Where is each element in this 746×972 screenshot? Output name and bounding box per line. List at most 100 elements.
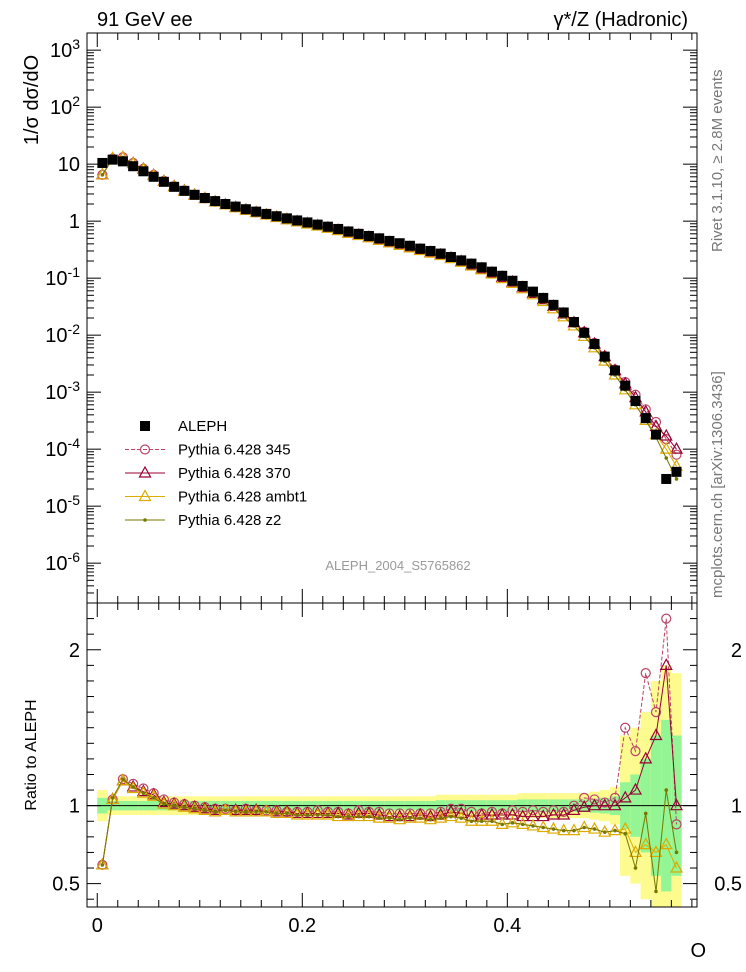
ratio-point (311, 807, 325, 820)
ratio-point (551, 827, 556, 831)
ratio-point (516, 817, 530, 829)
ratio-point (567, 803, 581, 815)
main-point (674, 477, 679, 481)
ratio-point (475, 807, 489, 820)
aleph-data-point (302, 217, 313, 228)
aleph-data-point (404, 240, 415, 251)
aleph-data-point (169, 181, 180, 192)
legend-marker (140, 421, 150, 431)
aleph-data-point (497, 270, 508, 281)
ratio-point (213, 810, 217, 814)
ratio-point (628, 782, 643, 795)
ratio-y-tick-label-right: 0.5 (714, 874, 742, 896)
aleph-data-point (630, 395, 641, 406)
ratio-point (203, 808, 207, 813)
ratio-point (520, 822, 525, 827)
aleph-data-point (179, 185, 190, 196)
legend-entry-1: Pythia 6.428 345 (125, 442, 291, 459)
legend-marker (138, 465, 152, 478)
ratio-point (249, 803, 263, 815)
ratio-point (356, 814, 361, 819)
aleph-data-point (558, 307, 569, 318)
ratio-point (408, 816, 412, 820)
ratio-point (106, 792, 120, 805)
ratio-point (608, 823, 622, 836)
main-y-tick-label: 10-2 (45, 321, 80, 347)
ratio-point (659, 837, 673, 850)
legend-entry-2: Pythia 6.428 370 (125, 465, 291, 482)
ratio-point (418, 816, 422, 820)
aleph-data-point (661, 473, 672, 484)
ratio-point (403, 810, 417, 823)
legend: ALEPH Pythia 6.428 345 Pythia 6.428 370 Pyt… (125, 418, 307, 529)
ratio-plot-frame (86, 602, 698, 908)
ratio-point (618, 790, 632, 803)
ratio-point (315, 813, 320, 817)
ratio-point (229, 803, 243, 815)
ratio-point (572, 828, 576, 833)
ratio-point (382, 810, 396, 823)
ratio-point (630, 746, 641, 757)
ratio-point (609, 792, 621, 803)
legend-label: ALEPH (178, 418, 227, 435)
ratio-point (126, 781, 140, 794)
ratio-y-tick-label-right: 2 (731, 640, 742, 662)
aleph-data-point (199, 192, 210, 203)
ratio-point (659, 658, 673, 670)
main-y-tick-label: 10-1 (45, 264, 80, 290)
ratio-point (218, 803, 232, 815)
ratio-point (95, 857, 109, 870)
ratio-y-tick-label-left: 0.5 (52, 874, 80, 896)
aleph-data-point (322, 221, 333, 232)
ratio-point (208, 803, 222, 815)
ratio-point (172, 803, 176, 808)
ratio-point (485, 814, 499, 826)
aleph-data-point (363, 230, 374, 241)
ratio-point (254, 810, 258, 814)
aleph-data-point (148, 171, 159, 182)
ratio-point (116, 773, 130, 786)
ratio-point (587, 821, 601, 834)
ratio-point (669, 860, 684, 873)
ratio-point (527, 805, 539, 816)
ratio-point (490, 819, 494, 824)
x-tick-label: 0.4 (493, 915, 521, 937)
aleph-data-point (271, 211, 282, 222)
analysis-label: ALEPH_2004_S5765862 (325, 558, 470, 573)
ratio-point (188, 799, 202, 812)
ratio-y-tick-label-left: 2 (69, 640, 80, 662)
aleph-data-point (620, 380, 631, 391)
ratio-point (633, 866, 638, 870)
ratio-point (582, 825, 587, 830)
aleph-data-point (138, 166, 149, 177)
ratio-point (362, 809, 376, 822)
aleph-data-point (517, 280, 528, 291)
ratio-point (661, 613, 672, 624)
ratio-point (321, 807, 335, 820)
ratio-point (640, 668, 651, 679)
aleph-data-point (374, 233, 385, 244)
aleph-data-point (445, 252, 456, 263)
ratio-point (311, 806, 325, 819)
ratio-series-3 (100, 777, 679, 894)
ratio-point (151, 796, 156, 800)
ratio-point (233, 810, 238, 814)
ratio-point (454, 810, 468, 823)
aleph-data-point (394, 238, 405, 249)
main-y-tick-label: 103 (50, 36, 80, 62)
ratio-point (249, 804, 263, 817)
main-y-tick-label: 10-4 (45, 435, 80, 461)
aleph-data-point (343, 226, 354, 237)
ratio-point (198, 801, 212, 814)
ratio-point (577, 799, 591, 812)
aleph-data-point (507, 275, 518, 286)
ratio-point (167, 796, 181, 809)
ratio-point (270, 806, 284, 819)
aleph-data-point (486, 266, 497, 277)
ratio-point (541, 825, 546, 830)
ratio-point (639, 837, 653, 850)
ratio-point (326, 813, 330, 817)
ratio-point (587, 798, 601, 811)
main-point (664, 456, 669, 460)
main-y-tick-label: 10-6 (45, 549, 80, 575)
